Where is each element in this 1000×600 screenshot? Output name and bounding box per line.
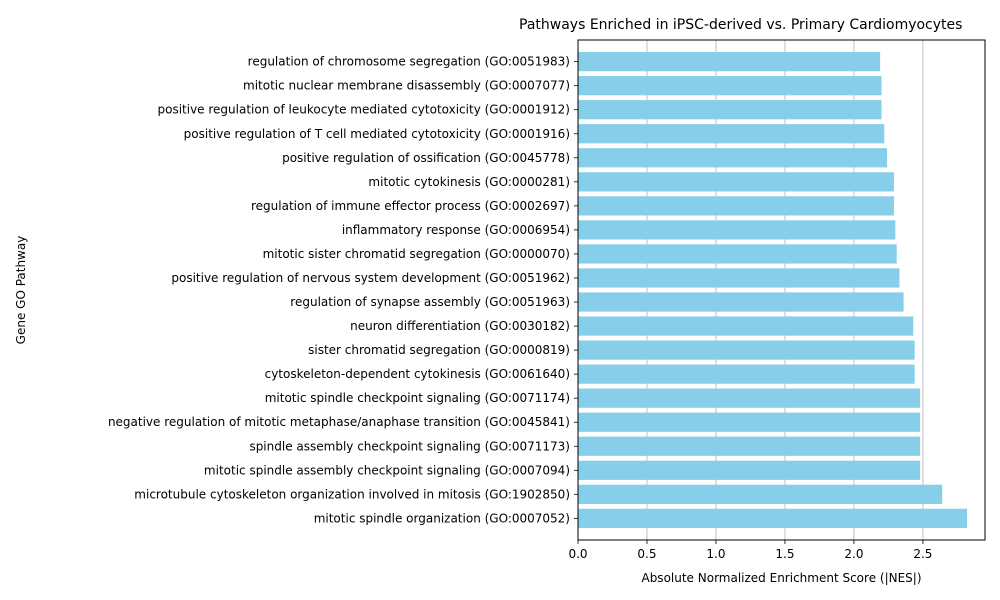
x-tick-label: 1.5: [775, 547, 794, 561]
bar: [578, 388, 921, 408]
x-tick-label: 2.5: [913, 547, 932, 561]
y-category-label: cytoskeleton-dependent cytokinesis (GO:0…: [265, 367, 570, 381]
y-category-label: regulation of immune effector process (G…: [251, 199, 570, 213]
x-tick-label: 2.0: [844, 547, 863, 561]
plot-frame: [577, 39, 986, 541]
bar: [578, 196, 894, 216]
y-category-label: mitotic sister chromatid segregation (GO…: [263, 247, 570, 261]
bar: [578, 340, 915, 360]
bar: [578, 508, 968, 528]
bars-group: [578, 52, 968, 528]
bar: [578, 100, 882, 120]
y-category-labels: mitotic spindle organization (GO:0007052…: [108, 55, 578, 525]
y-axis-label: Gene GO Pathway: [14, 236, 28, 345]
chart-title: Pathways Enriched in iPSC-derived vs. Pr…: [519, 17, 962, 33]
y-category-label: mitotic spindle checkpoint signaling (GO…: [265, 391, 570, 405]
y-category-label: regulation of synapse assembly (GO:00519…: [290, 295, 570, 309]
y-category-label: negative regulation of mitotic metaphase…: [108, 415, 570, 429]
y-category-label: inflammatory response (GO:0006954): [342, 223, 570, 237]
y-category-label: positive regulation of ossification (GO:…: [282, 151, 570, 165]
bar: [578, 172, 894, 192]
y-category-label: positive regulation of leukocyte mediate…: [157, 103, 570, 117]
bar: [578, 268, 900, 288]
y-category-label: positive regulation of T cell mediated c…: [184, 127, 570, 141]
y-category-label: sister chromatid segregation (GO:0000819…: [308, 343, 570, 357]
bar: [578, 460, 921, 480]
y-category-label: mitotic spindle organization (GO:0007052…: [314, 511, 570, 525]
y-category-label: positive regulation of nervous system de…: [171, 271, 570, 285]
y-category-label: neuron differentiation (GO:0030182): [350, 319, 570, 333]
y-category-label: regulation of chromosome segregation (GO…: [248, 55, 570, 69]
y-category-label: mitotic cytokinesis (GO:0000281): [368, 175, 570, 189]
bar: [578, 292, 904, 312]
y-category-label: mitotic nuclear membrane disassembly (GO…: [243, 79, 570, 93]
x-axis-label: Absolute Normalized Enrichment Score (|N…: [641, 571, 921, 585]
x-tick-label: 1.0: [706, 547, 725, 561]
bar: [578, 436, 921, 456]
bar: [578, 52, 881, 72]
bar: [578, 364, 915, 384]
x-ticks: 0.0 0.5 1.0 1.5 2.0 2.5: [568, 540, 932, 561]
y-category-label: mitotic spindle assembly checkpoint sign…: [204, 463, 570, 477]
bar: [578, 316, 914, 336]
y-category-label: spindle assembly checkpoint signaling (G…: [249, 439, 570, 453]
bar: [578, 244, 897, 264]
bar: [578, 76, 882, 96]
bar: [578, 412, 921, 432]
y-category-label: microtubule cytoskeleton organization in…: [134, 487, 570, 501]
bar: [578, 148, 888, 168]
x-tick-label: 0.0: [568, 547, 587, 561]
bar: [578, 220, 896, 240]
bar: [578, 124, 885, 144]
x-tick-label: 0.5: [637, 547, 656, 561]
bar: [578, 484, 943, 504]
